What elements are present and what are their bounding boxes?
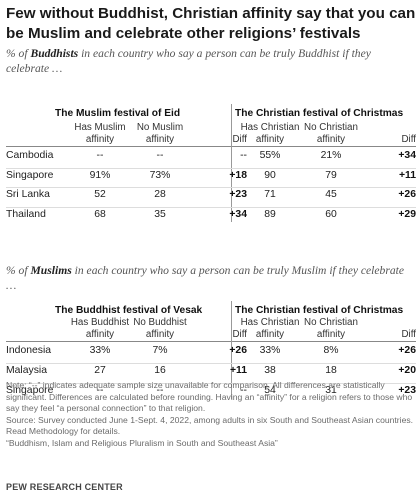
data-cell: 28: [154, 189, 166, 200]
diff-value: +34: [229, 208, 247, 220]
data-cell: --: [96, 150, 104, 161]
data-cell: 90: [264, 169, 276, 181]
subtitle-buddhists: % of Buddhists in each country who say a…: [6, 47, 371, 75]
column-header: Has Christian affinity: [240, 122, 300, 145]
diff-value: +29: [398, 208, 416, 220]
country-label: Thailand: [6, 208, 46, 220]
data-cell: 55%: [259, 150, 281, 161]
diff-value: +11: [229, 365, 247, 376]
notes: Note: “--” indicates adequate sample siz…: [6, 380, 414, 450]
data-cell: 33%: [89, 345, 111, 356]
row-separator: [6, 167, 416, 169]
data-cell: 45: [325, 189, 337, 200]
column-header: No Christian affinity: [304, 122, 358, 145]
group-title: The Buddhist festival of Vesak: [55, 305, 203, 316]
diff-value: +23: [229, 189, 247, 200]
data-cell: 73%: [149, 169, 171, 181]
data-cell: 33%: [259, 345, 281, 356]
diff-value: +18: [229, 169, 247, 181]
diff-header: Diff: [401, 134, 416, 145]
data-cell: 38: [264, 365, 276, 376]
row-separator: [6, 363, 416, 364]
data-cell: 60: [325, 208, 337, 220]
data-cell: 31: [325, 385, 337, 396]
report-title: “Buddhism, Islam and Religious Pluralism…: [6, 437, 278, 448]
row-separator: [6, 206, 416, 208]
diff-value: +26: [398, 345, 416, 356]
data-cell: 52: [94, 189, 106, 200]
data-cell: 54: [264, 385, 276, 396]
column-header: No Buddhist affinity: [133, 317, 187, 340]
subtitle-emphasis: Muslims: [30, 264, 72, 277]
row-separator: [6, 383, 416, 384]
country-label: Cambodia: [6, 150, 54, 161]
data-cell: 18: [325, 365, 337, 376]
country-label: Indonesia: [6, 345, 52, 356]
group-divider: [231, 104, 232, 222]
data-cell: 8%: [323, 345, 339, 356]
source-text: Source: Survey conducted June 1-Sept. 4,…: [6, 414, 414, 437]
data-cell: 16: [154, 365, 166, 376]
country-label: Malaysia: [6, 365, 47, 376]
data-cell: --: [156, 150, 164, 161]
diff-value: +11: [398, 169, 416, 181]
country-label: Sri Lanka: [6, 189, 50, 200]
pew-credit: PEW RESEARCH CENTER: [6, 482, 123, 492]
data-cell: 27: [94, 365, 106, 376]
diff-value: +26: [229, 345, 247, 356]
diff-value: --: [240, 385, 247, 396]
column-header: No Christian affinity: [304, 317, 358, 340]
column-header: Has Buddhist affinity: [70, 317, 130, 340]
diff-value: +23: [398, 385, 416, 396]
data-cell: 79: [325, 169, 337, 181]
group-title: The Muslim festival of Eid: [55, 108, 181, 119]
diff-value: +26: [398, 189, 416, 200]
group-divider: [231, 301, 232, 399]
diff-header: Diff: [232, 329, 247, 340]
country-label: Singapore: [6, 169, 54, 181]
country-label: Singapore: [6, 385, 54, 396]
header-rule: [6, 341, 416, 342]
diff-header: Diff: [232, 134, 247, 145]
row-separator: [6, 187, 416, 188]
data-cell: 35: [154, 208, 166, 220]
column-header: No Muslim affinity: [136, 122, 184, 145]
diff-value: --: [240, 150, 247, 161]
group-title: The Christian festival of Christmas: [235, 108, 404, 119]
data-cell: --: [96, 385, 104, 396]
data-cell: 68: [94, 208, 106, 220]
subtitle-muslims: % of Muslims in each country who say a p…: [6, 264, 405, 292]
subtitle-emphasis: Buddhists: [30, 47, 79, 60]
data-cell: --: [156, 385, 164, 396]
data-cell: 21%: [320, 150, 342, 161]
group-title: The Christian festival of Christmas: [235, 305, 404, 316]
diff-header: Diff: [401, 329, 416, 340]
data-cell: 7%: [152, 345, 168, 356]
note-text: Note: “--” indicates adequate sample siz…: [6, 380, 413, 414]
column-header: Has Muslim affinity: [74, 122, 126, 145]
chart-title: Few without Buddhist, Christian affinity…: [6, 5, 416, 42]
data-cell: 71: [264, 189, 276, 200]
data-cell: 89: [264, 208, 276, 220]
diff-value: +20: [398, 365, 416, 376]
data-cell: 91%: [89, 169, 111, 181]
header-rule: [6, 146, 416, 147]
column-header: Has Christian affinity: [240, 317, 300, 340]
diff-value: +34: [398, 150, 416, 161]
